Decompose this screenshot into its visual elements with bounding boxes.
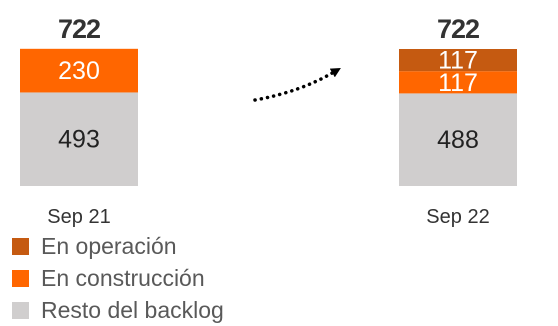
bar-data-label: 488	[437, 126, 479, 154]
bar-data-label: 230	[58, 57, 100, 85]
category-tick-label: Sep 22	[426, 206, 489, 228]
trend-arrow	[253, 67, 341, 102]
legend-item: Resto del backlog	[12, 294, 224, 326]
bar-segment	[20, 92, 138, 186]
legend-label: En construcción	[41, 264, 205, 291]
bar-data-label: 117	[438, 47, 478, 75]
bar-segment	[399, 49, 517, 72]
bar-segment	[20, 48, 138, 93]
legend-swatch	[12, 301, 29, 319]
legend-label: Resto del backlog	[41, 296, 224, 323]
legend-item: En operación	[12, 230, 224, 262]
legend-item: En construcción	[12, 262, 224, 294]
legend-swatch	[12, 237, 29, 255]
legend-swatch	[12, 269, 29, 287]
legend-label: En operación	[41, 232, 177, 259]
bar-segment	[399, 93, 517, 186]
bar-total-label: 722	[58, 14, 100, 44]
bar-data-label: 493	[58, 126, 100, 154]
category-tick-label: Sep 21	[47, 206, 110, 228]
bar-data-label: 117	[438, 69, 478, 97]
bar-total-label: 722	[437, 14, 479, 44]
legend: En operación En construcción Resto del bac…	[12, 230, 224, 326]
bar-segment	[399, 71, 517, 94]
